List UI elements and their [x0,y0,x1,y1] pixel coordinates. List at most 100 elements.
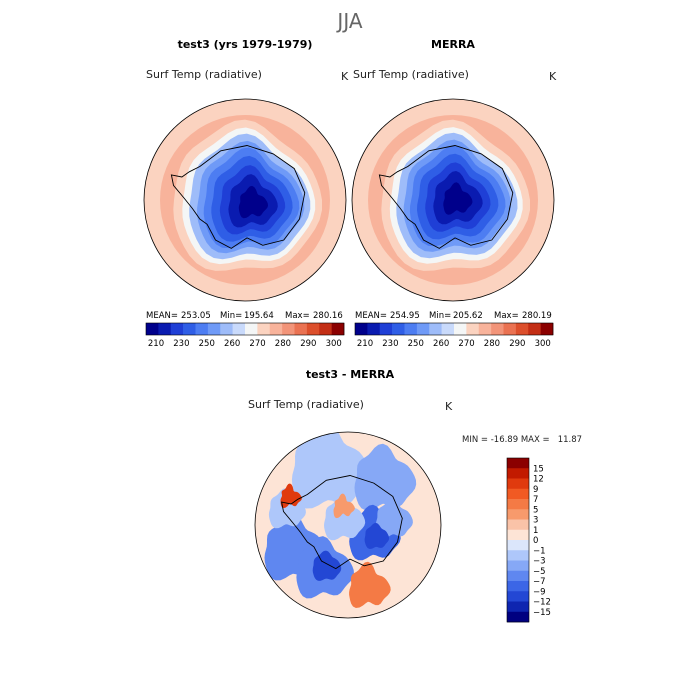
panel-a-map-border [143,98,347,302]
colorbar-tick-label: 280 [275,339,291,349]
panel-a-stats: MEAN= 253.05 Min= 195.64 Max= 280.16 [146,311,343,321]
panel-b-max-label: Max= [494,311,519,321]
colorbar-swatch [528,323,541,335]
panel-c-var-label: Surf Temp (radiative) [248,398,364,411]
colorbar-swatch [507,591,529,602]
panel-b-unit: K [549,70,557,83]
colorbar-tick-label: 5 [533,505,538,515]
colorbar-tick-label: 12 [533,475,544,485]
colorbar-frame [506,457,530,623]
colorbar-swatch [416,323,430,335]
panel-a-max: 280.16 [313,311,343,321]
colorbar-tick-label: 300 [535,339,551,349]
antarctica-coastline [281,475,403,570]
panel-a-min: 195.64 [244,311,274,321]
panel-a-title: test3 (yrs 1979-1979) [178,38,313,51]
temperature-contour [443,182,473,215]
colorbar-swatch [257,323,271,335]
colorbar-swatch [146,323,159,335]
colorbar-swatch [507,509,529,520]
colorbar-swatch [232,323,246,335]
colorbar-swatch [507,540,529,551]
panel-b-mean: 254.95 [390,311,420,321]
colorbar-tick-label: 280 [484,339,500,349]
colorbar-tick-label: 0 [533,536,538,546]
panel-a-mean-label: MEAN= [146,311,178,321]
panel-a-colorbar: 210 230 250 260 270 280 290 300 [145,322,345,349]
colorbar-tick-label: 3 [533,516,538,526]
colorbar-swatch [507,611,529,623]
panel-b-stats: MEAN= 254.95 Min= 205.62 Max= 280.19 [355,311,552,321]
panel-a-max-label: Max= [285,311,310,321]
colorbar-swatch [355,323,368,335]
colorbar-swatch [503,323,517,335]
colorbar-swatch [507,570,529,582]
warm-anomaly [349,561,391,608]
colorbar-swatch [466,323,480,335]
colorbar-swatch [319,323,332,335]
colorbar-tick-label: 260 [224,339,240,349]
cold-anomaly [291,432,371,509]
warm-anomaly-peninsula [280,483,302,509]
colorbar-tick-label: −15 [533,608,551,618]
colorbar-tick-label: 270 [458,339,474,349]
colorbar-swatch [294,323,308,335]
colorbar-swatch [158,323,172,335]
colorbar-tick-label: 250 [408,339,424,349]
page-title: JJA [335,9,362,33]
colorbar-tick-label: 290 [509,339,525,349]
panel-b-min-label: Min= [429,311,451,321]
colorbar-swatch [507,458,529,469]
colorbar-tick-label: 210 [357,339,373,349]
panel-b-map-border [351,98,555,302]
colorbar-swatch [220,323,233,335]
panel-b-mean-label: MEAN= [355,311,387,321]
colorbar-tick-label: 260 [433,339,449,349]
panel-c-title: test3 - MERRA [306,368,395,381]
colorbar-tick-label: 9 [533,485,538,495]
colorbar-tick-label: 1 [533,526,538,536]
colorbar-frame [145,322,345,336]
colorbar-swatch [282,323,295,335]
colorbar-swatch [367,323,381,335]
colorbar-tick-label: −7 [533,577,546,587]
panel-c-minmax: MIN = -16.89 MAX = 11.87 [462,435,582,445]
panel-a-unit: K [341,70,349,83]
antarctica-coastline [378,145,514,249]
colorbar-tick-label: −3 [533,557,546,567]
panel-a-var-label: Surf Temp (radiative) [146,68,262,81]
panel-b-title: MERRA [431,38,475,51]
cold-anomaly [354,443,417,511]
panel-a-min-label: Min= [220,311,242,321]
panel-a-map [144,99,346,301]
cold-anomaly-core [364,522,390,549]
colorbar-swatch [170,323,184,335]
cold-anomaly [324,495,366,541]
colorbar-tick-label: 230 [382,339,398,349]
colorbar-swatch [404,323,418,335]
panel-a-mean: 253.05 [181,311,211,321]
colorbar-tick-label: 250 [199,339,215,349]
temperature-contour [238,185,268,219]
colorbar-swatch [429,323,442,335]
colorbar-swatch [392,323,405,335]
colorbar-swatch [507,468,529,479]
panel-b-map [352,99,554,301]
panel-c-map-border [254,431,442,619]
colorbar-swatch [331,323,345,335]
colorbar-swatch [306,323,320,335]
colorbar-swatch [195,323,209,335]
panel-c-unit: K [445,400,453,413]
colorbar-swatch [507,560,529,572]
colorbar-swatch [507,601,529,613]
colorbar-tick-label: −1 [533,546,546,556]
colorbar-tick-label: 210 [148,339,164,349]
cold-anomaly [375,498,413,539]
colorbar-swatch [507,529,529,541]
colorbar-swatch [207,323,221,335]
colorbar-swatch [515,323,529,335]
colorbar-swatch [507,478,529,490]
colorbar-swatch [245,323,258,335]
colorbar-tick-label: −9 [533,587,546,597]
